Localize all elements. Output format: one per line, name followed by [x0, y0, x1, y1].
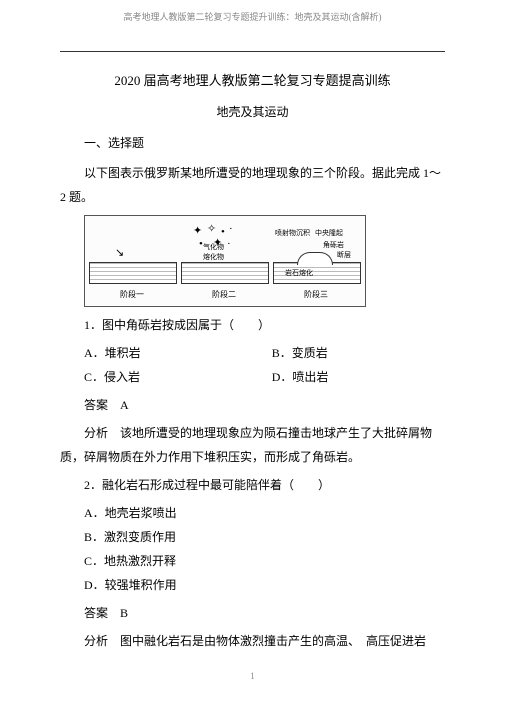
q2-opt-d: D．较强堆积作用	[60, 573, 445, 597]
label-yanshironghua: 岩石熔化	[285, 268, 313, 278]
answer-value: A	[120, 398, 129, 412]
answer-label: 答案	[84, 606, 108, 620]
answer-label: 答案	[84, 398, 108, 412]
q2-explanation: 分析 图中融化岩石是由物体激烈撞击产生的高温、 高压促进岩	[60, 629, 445, 653]
label-ronghuawu: 熔化物	[203, 252, 224, 262]
q1-opt-b: B．变质岩	[272, 341, 445, 365]
q2-opt-c: C．地热激烈开释	[60, 549, 445, 573]
q2-stem: 2．融化岩石形成过程中最可能陪伴着（ ）	[60, 473, 445, 497]
q2-opt-b: B．激烈变质作用	[60, 525, 445, 549]
intro-paragraph: 以下图表示俄罗斯某地所遭受的地理现象的三个阶段。据此完成 1～2 题。	[60, 161, 445, 209]
q1-explanation: 分析 该地所遭受的地理现象应为陨石撞击地球产生了大批碎屑物质，碎屑物质在外力作用…	[60, 421, 445, 469]
section-heading: 一、选择题	[60, 134, 445, 151]
q1-opt-a: A．堆积岩	[84, 341, 272, 365]
label-duanceng: 断层	[337, 250, 351, 260]
label-jiaoli: 角砾岩	[323, 240, 344, 250]
doc-subtitle: 地壳及其运动	[60, 103, 445, 120]
divider	[60, 51, 445, 52]
stage1-label: 阶段一	[89, 289, 175, 300]
stage2-label: 阶段二	[181, 289, 267, 300]
q2-answer: 答案 B	[60, 601, 445, 625]
answer-value: B	[120, 606, 128, 620]
q1-opt-d: D．喷出岩	[272, 365, 445, 389]
page-number: 1	[60, 671, 445, 681]
explain-text: 该地所遭受的地理现象应为陨石撞击地球产生了大批碎屑物质，碎屑物质在外力作用下堆积…	[60, 426, 432, 464]
explain-text: 图中融化岩石是由物体激烈撞击产生的高温、 高压促进岩	[120, 634, 426, 648]
doc-title: 2020 届高考地理人教版第二轮复习专题提高训练	[60, 70, 445, 89]
stage3-label: 阶段三	[273, 289, 359, 300]
q2-opt-a: A．地壳岩浆喷出	[60, 501, 445, 525]
q1-stem: 1．图中角砾岩按成因属于（ ）	[60, 313, 445, 337]
figure-three-stages: ↘ 阶段一 ✦ ✧ • · • ✦ · 气化物 熔化物 阶段二 喷射物沉积 中央…	[84, 215, 366, 307]
q1-answer: 答案 A	[60, 393, 445, 417]
label-zhongyang: 中央隆起	[315, 228, 343, 238]
running-header: 高考地理人教版第二轮复习专题提升训练：地壳及其运动(含解析)	[60, 10, 445, 23]
label-qihuawu: 气化物	[203, 242, 224, 252]
explain-label: 分析	[84, 634, 108, 648]
label-penshewu: 喷射物沉积	[275, 228, 310, 238]
explain-label: 分析	[84, 426, 108, 440]
q1-opt-c: C．侵入岩	[84, 365, 272, 389]
